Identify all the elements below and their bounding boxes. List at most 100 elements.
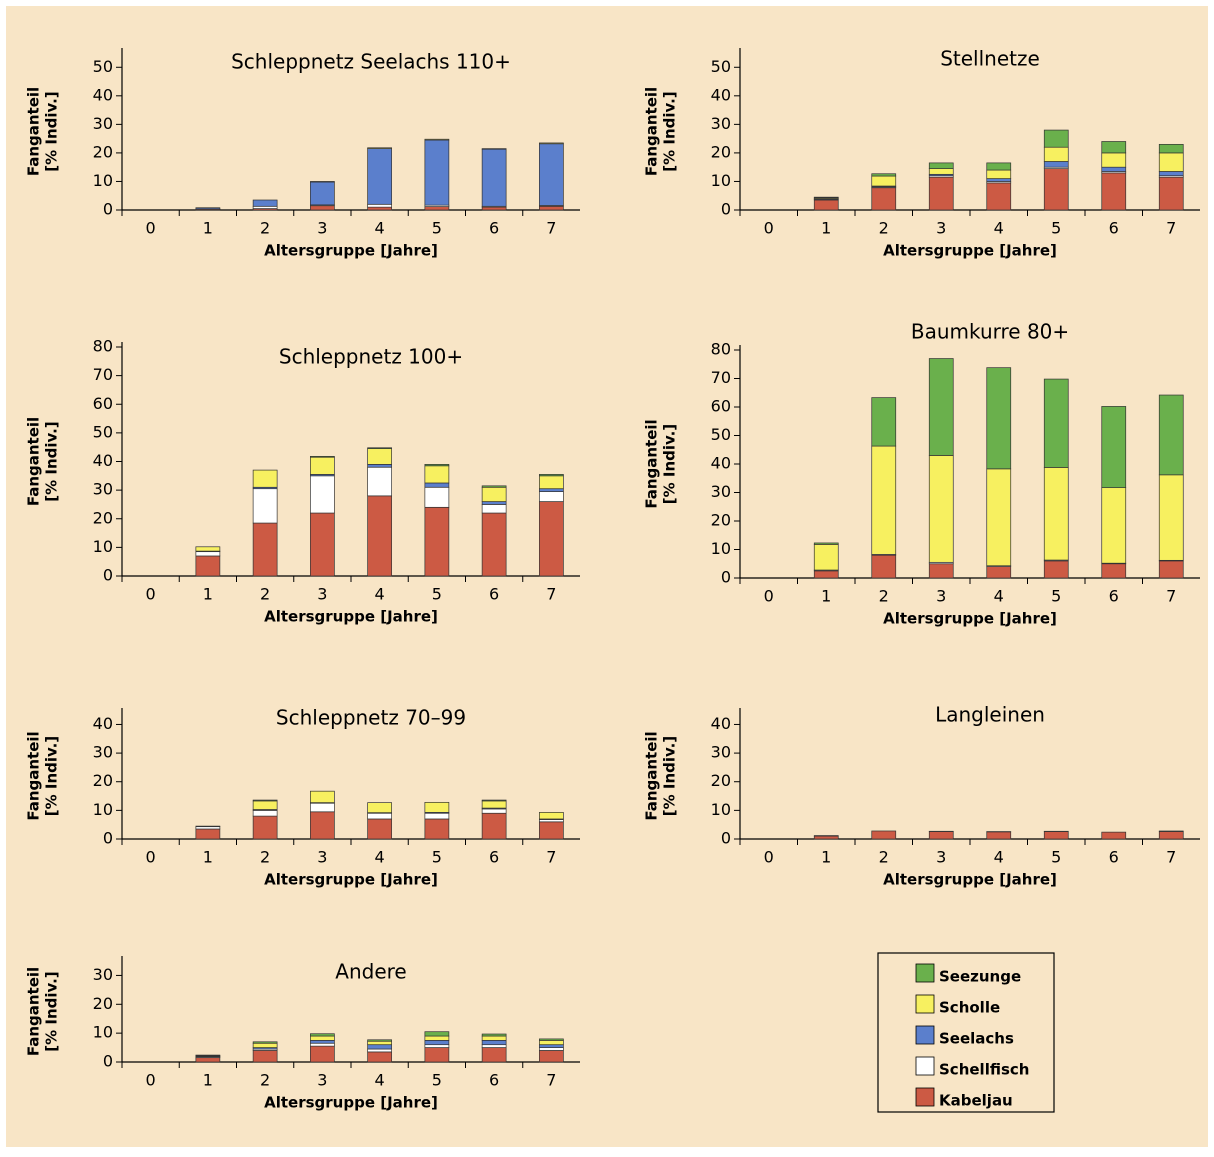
chart-title: Schleppnetz Seelachs 110+ (231, 50, 511, 74)
y-tick-label: 30 (93, 743, 113, 762)
y-tick-label: 20 (93, 771, 113, 790)
bar-segment (539, 489, 563, 492)
bar-segment (1044, 169, 1068, 210)
y-tick-label: 0 (103, 829, 113, 848)
x-tick-label: 7 (546, 848, 556, 867)
x-tick-label: 2 (260, 1071, 270, 1090)
bar-segment (425, 466, 449, 483)
bar-segment (368, 1052, 392, 1062)
bar-segment (310, 206, 334, 210)
legend-swatch (916, 995, 934, 1013)
x-tick-label: 0 (764, 219, 774, 238)
chart-title: Langleinen (935, 703, 1045, 727)
bar-segment (482, 504, 506, 513)
bar-segment (987, 170, 1011, 179)
bar-segment (253, 1042, 277, 1043)
y-tick-label: 40 (93, 714, 113, 733)
bar-segment (425, 1036, 449, 1040)
bar-segment (539, 143, 563, 144)
bar-segment (814, 836, 838, 837)
x-tick-label: 3 (317, 848, 327, 867)
x-tick-label: 1 (821, 848, 831, 867)
bar-segment (1044, 161, 1068, 167)
bar-segment (310, 803, 334, 812)
x-tick-label: 1 (203, 1071, 213, 1090)
bar-segment (1044, 832, 1068, 839)
bar-segment (539, 144, 563, 206)
y-tick-label: 30 (93, 965, 113, 984)
y-tick-label: 0 (103, 566, 113, 585)
x-axis-label: Altersgruppe [Jahre] (264, 871, 438, 889)
legend-label: Kabeljau (939, 1092, 1013, 1110)
bar-segment (814, 836, 838, 839)
y-tick-label: 20 (93, 994, 113, 1013)
x-tick-label: 4 (994, 848, 1004, 867)
y-axis-label: [% Indiv.] (43, 91, 61, 171)
x-tick-label: 2 (260, 848, 270, 867)
bar-segment (425, 1045, 449, 1048)
bar-segment (482, 1034, 506, 1036)
bar-segment (1044, 147, 1068, 161)
x-tick-label: 6 (1109, 848, 1119, 867)
x-tick-label: 7 (1166, 219, 1176, 238)
bar-segment (987, 163, 1011, 170)
x-tick-label: 7 (1166, 848, 1176, 867)
bar-segment (872, 446, 896, 554)
bar-segment (539, 1045, 563, 1048)
bar-segment (482, 487, 506, 501)
bar-segment (196, 556, 220, 576)
bar-segment (872, 398, 896, 446)
chart-title: Schleppnetz 70–99 (276, 706, 466, 730)
y-tick-label: 0 (721, 200, 731, 219)
bar-segment (368, 1045, 392, 1049)
bar-segment (368, 149, 392, 205)
bar-segment (425, 802, 449, 812)
bar-segment (814, 571, 838, 578)
x-tick-label: 1 (821, 219, 831, 238)
y-tick-label: 10 (711, 539, 731, 558)
bar-segment (196, 547, 220, 551)
x-tick-label: 3 (317, 1071, 327, 1090)
y-tick-label: 10 (93, 1023, 113, 1042)
bar-segment (425, 1048, 449, 1062)
bar-segment (987, 179, 1011, 182)
bar-segment (814, 200, 838, 210)
bar-segment (929, 832, 953, 839)
bar-segment (987, 469, 1011, 566)
bar-segment (482, 1036, 506, 1040)
x-tick-label: 7 (546, 1071, 556, 1090)
bar-segment (196, 826, 220, 827)
x-tick-label: 6 (489, 219, 499, 238)
bar-segment (814, 544, 838, 570)
bar-segment (253, 1043, 277, 1047)
bar-segment (310, 476, 334, 513)
y-tick-label: 30 (93, 480, 113, 499)
bar-segment (482, 207, 506, 210)
y-tick-label: 80 (93, 337, 113, 356)
bar-segment (539, 1040, 563, 1044)
bar-segment (425, 483, 449, 487)
bar-segment (1102, 564, 1126, 578)
bar-segment (987, 832, 1011, 839)
y-tick-label: 50 (711, 425, 731, 444)
bar-segment (1102, 141, 1126, 152)
bar-segment (196, 1058, 220, 1062)
bar-segment (253, 1050, 277, 1062)
bar-segment (425, 813, 449, 819)
bar-segment (1159, 831, 1183, 832)
x-tick-label: 6 (1109, 219, 1119, 238)
bar-segment (253, 200, 277, 206)
bar-segment (1102, 153, 1126, 167)
bar-segment (1159, 475, 1183, 560)
bar-segment (310, 513, 334, 576)
legend-label: Seezunge (939, 968, 1021, 986)
bar-segment (368, 1040, 392, 1041)
bar-segment (368, 1041, 392, 1044)
legend-swatch (916, 1026, 934, 1044)
chart-title: Baumkurre 80+ (911, 320, 1069, 344)
chart-title: Andere (335, 960, 406, 984)
bar-segment (310, 456, 334, 457)
y-tick-label: 70 (93, 365, 113, 384)
bar-segment (310, 1046, 334, 1062)
